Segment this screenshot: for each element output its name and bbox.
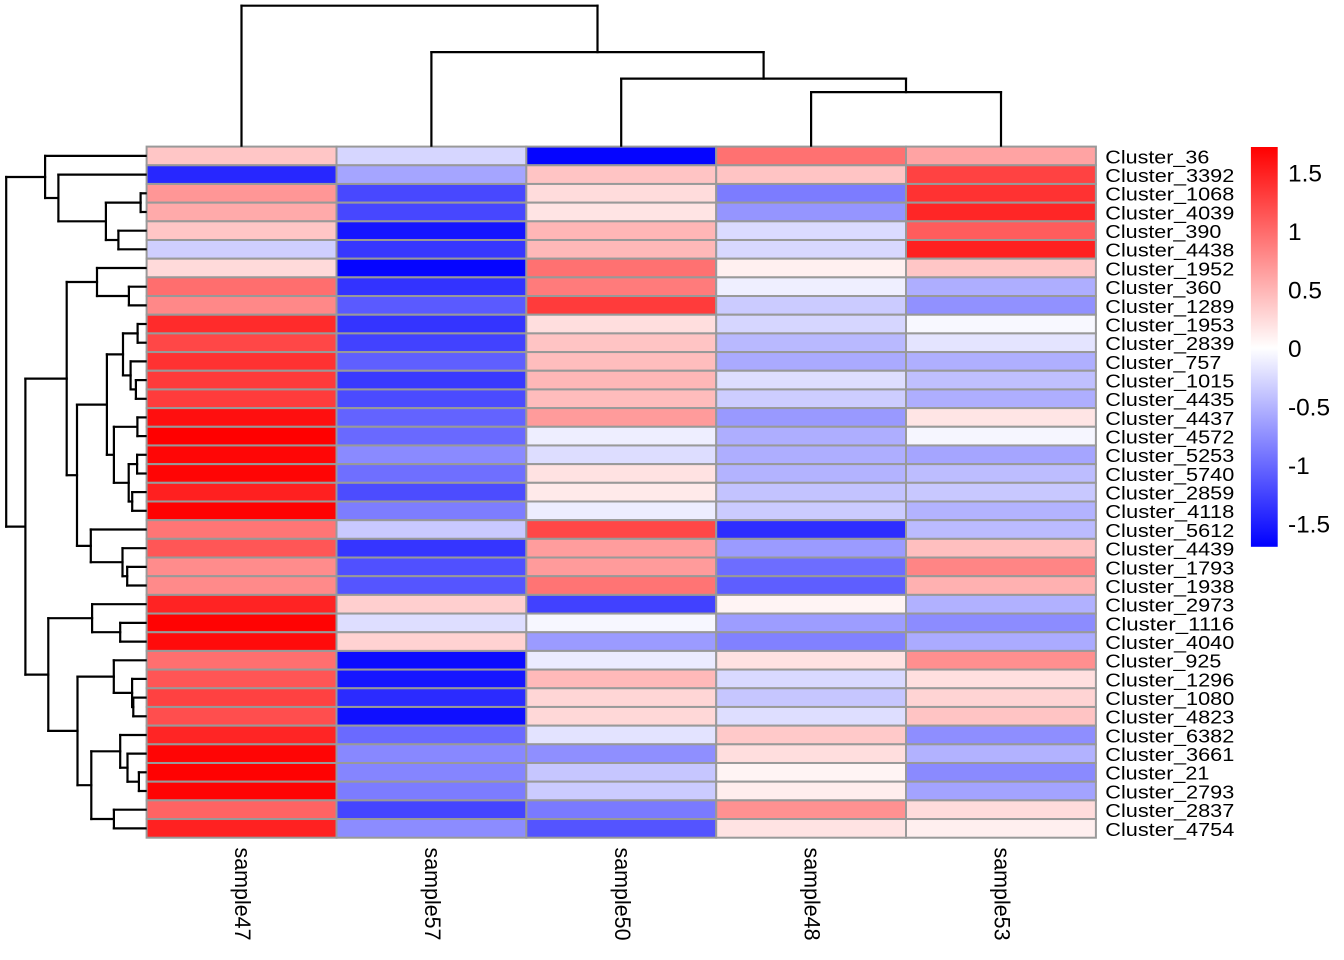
svg-text:Cluster_1289: Cluster_1289 — [1105, 296, 1234, 318]
svg-text:Cluster_4438: Cluster_4438 — [1105, 240, 1234, 262]
svg-text:Cluster_360: Cluster_360 — [1105, 277, 1221, 299]
svg-text:Cluster_21: Cluster_21 — [1105, 763, 1209, 785]
svg-text:-1.5: -1.5 — [1288, 511, 1330, 538]
svg-text:Cluster_2973: Cluster_2973 — [1105, 595, 1234, 617]
svg-text:Cluster_1953: Cluster_1953 — [1105, 314, 1234, 336]
svg-text:Cluster_2839: Cluster_2839 — [1105, 333, 1234, 355]
svg-text:Cluster_5740: Cluster_5740 — [1105, 464, 1234, 486]
svg-text:1: 1 — [1288, 219, 1302, 246]
svg-text:Cluster_1068: Cluster_1068 — [1105, 184, 1234, 206]
svg-text:-1: -1 — [1288, 453, 1310, 480]
svg-text:Cluster_757: Cluster_757 — [1105, 352, 1221, 374]
svg-text:Cluster_5612: Cluster_5612 — [1105, 520, 1234, 542]
svg-text:Cluster_1793: Cluster_1793 — [1105, 557, 1234, 579]
svg-text:Cluster_3661: Cluster_3661 — [1105, 744, 1234, 766]
svg-text:Cluster_1015: Cluster_1015 — [1105, 371, 1234, 393]
svg-text:0: 0 — [1288, 336, 1302, 363]
svg-text:Cluster_2793: Cluster_2793 — [1105, 781, 1234, 803]
svg-text:Cluster_4823: Cluster_4823 — [1105, 707, 1234, 729]
svg-text:Cluster_4437: Cluster_4437 — [1105, 408, 1234, 430]
svg-text:Cluster_1296: Cluster_1296 — [1105, 669, 1234, 691]
svg-text:sample47: sample47 — [230, 848, 255, 941]
svg-text:sample50: sample50 — [610, 848, 635, 941]
svg-text:sample53: sample53 — [990, 848, 1015, 941]
svg-text:Cluster_2859: Cluster_2859 — [1105, 483, 1234, 505]
svg-text:Cluster_4439: Cluster_4439 — [1105, 539, 1234, 561]
svg-text:1.5: 1.5 — [1288, 160, 1322, 187]
svg-text:Cluster_4040: Cluster_4040 — [1105, 632, 1234, 654]
svg-text:Cluster_1080: Cluster_1080 — [1105, 688, 1234, 710]
svg-text:Cluster_4118: Cluster_4118 — [1105, 501, 1234, 523]
svg-text:Cluster_1952: Cluster_1952 — [1105, 258, 1234, 280]
svg-text:Cluster_5253: Cluster_5253 — [1105, 445, 1234, 467]
svg-text:Cluster_4572: Cluster_4572 — [1105, 427, 1234, 449]
svg-text:Cluster_4435: Cluster_4435 — [1105, 389, 1234, 411]
svg-text:-0.5: -0.5 — [1288, 394, 1330, 421]
svg-text:Cluster_3392: Cluster_3392 — [1105, 165, 1234, 187]
svg-text:0.5: 0.5 — [1288, 277, 1322, 304]
svg-text:Cluster_1116: Cluster_1116 — [1105, 613, 1234, 635]
svg-text:Cluster_1938: Cluster_1938 — [1105, 576, 1234, 598]
svg-text:Cluster_36: Cluster_36 — [1105, 146, 1209, 168]
svg-text:Cluster_6382: Cluster_6382 — [1105, 725, 1234, 747]
svg-text:Cluster_925: Cluster_925 — [1105, 651, 1221, 673]
svg-text:Cluster_4039: Cluster_4039 — [1105, 202, 1234, 224]
svg-text:sample48: sample48 — [800, 848, 825, 941]
svg-text:Cluster_4754: Cluster_4754 — [1105, 819, 1234, 841]
svg-text:Cluster_390: Cluster_390 — [1105, 221, 1221, 243]
svg-text:Cluster_2837: Cluster_2837 — [1105, 800, 1234, 822]
svg-text:sample57: sample57 — [420, 848, 445, 941]
